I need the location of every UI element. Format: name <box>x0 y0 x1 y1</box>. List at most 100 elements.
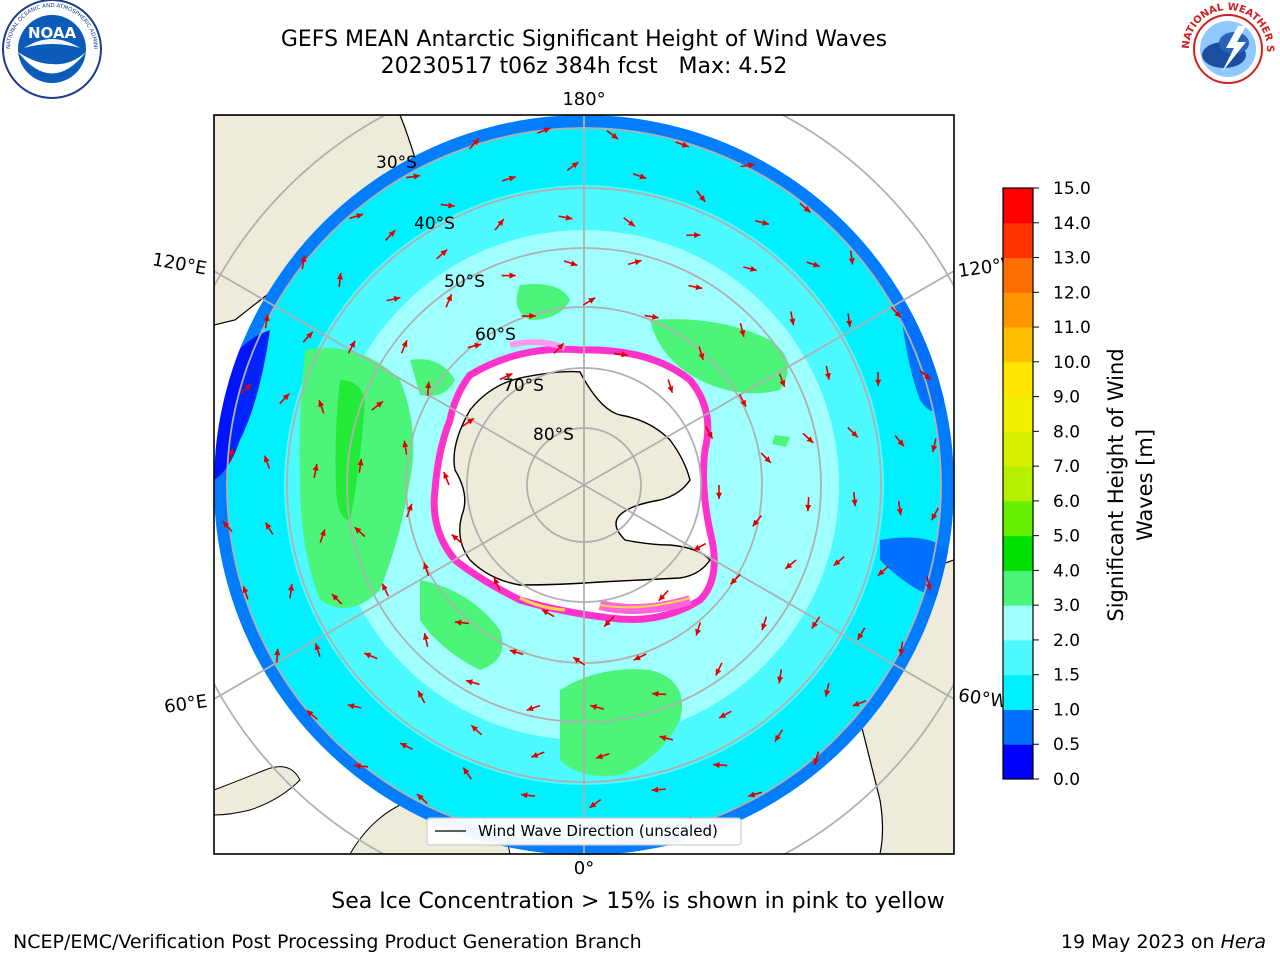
wave-direction-arrowhead <box>417 794 424 801</box>
colorbar-cell <box>1003 292 1033 328</box>
wave-direction-arrowhead <box>446 294 452 302</box>
wave-direction-arrowhead <box>639 173 647 180</box>
wave-direction-arrowhead <box>706 431 713 439</box>
wave-direction-arrowhead <box>521 792 528 799</box>
wave-direction-arrowhead <box>376 401 383 408</box>
colorbar-tick-label: 2.0 <box>1053 631 1080 651</box>
national-weather-service-logo: NATIONAL WEATHER SERVICE <box>1176 0 1276 97</box>
plot-title: GEFS MEAN Antarctic Significant Height o… <box>280 27 888 52</box>
wave-direction-arrowhead <box>875 379 882 386</box>
wave-direction-arrowhead <box>265 522 272 530</box>
wave-direction-arrowhead <box>695 284 703 291</box>
wave-direction-arrowhead <box>877 569 885 576</box>
wave-direction-arrowhead <box>440 249 448 257</box>
colorbar-tick-label: 7.0 <box>1053 457 1080 477</box>
colorbar-cell <box>1003 535 1033 571</box>
colorbar-tick-label: 3.0 <box>1053 596 1080 616</box>
wave-direction-arrowhead <box>747 162 755 169</box>
wave-direction-arrowhead <box>406 503 413 511</box>
wave-direction-arrowhead <box>570 260 578 267</box>
colorbar-tick-label: 0.0 <box>1053 770 1080 790</box>
lon-label-60w: 60°W <box>957 685 1009 713</box>
wave-direction-arrowhead <box>425 381 432 389</box>
wave-direction-arrowhead <box>590 704 598 711</box>
noaa-logo-text: NOAA <box>28 24 77 42</box>
colorbar: 0.0 0.5 1.0 1.5 2.0 3.0 4.0 5.0 6.0 7.0 8.0 9.0 10.0… <box>1002 179 1157 790</box>
lat-label-70s: 70°S <box>503 376 544 396</box>
wave-direction-arrowhead <box>448 202 455 209</box>
noaa-logo: NOAA NATIONAL OCEANIC AND ATMOSPHERIC AD… <box>0 0 102 99</box>
wave-direction-arrowhead <box>505 373 513 379</box>
colorbar-tick-label: 4.0 <box>1053 561 1080 581</box>
wave-direction-arrowhead <box>300 255 307 263</box>
wave-direction-arrowhead <box>857 632 864 640</box>
wave-direction-arrowhead <box>715 668 722 676</box>
colorbar-tick-label: 12.0 <box>1053 283 1091 303</box>
wave-direction-arrowhead <box>752 519 759 527</box>
colorbar-cell <box>1003 466 1033 502</box>
wave-direction-arrowhead <box>851 430 858 438</box>
wave-direction-arrowhead <box>443 472 449 479</box>
footer-date-text: 19 May 2023 on <box>1060 931 1221 953</box>
wave-direction-arrowhead <box>852 700 860 707</box>
lon-label-180: 180° <box>562 89 605 110</box>
wave-direction-arrowhead <box>740 399 746 407</box>
wave-direction-arrowhead <box>813 758 820 766</box>
wave-direction-arrowhead <box>785 562 793 569</box>
wave-direction-arrowhead <box>306 710 314 717</box>
colorbar-cell <box>1003 327 1033 363</box>
footer-system: Hera <box>1220 931 1266 953</box>
wave-direction-arrowhead <box>931 513 938 521</box>
wave-direction-arrowhead <box>356 213 364 219</box>
lat-label-50s: 50°S <box>444 272 485 292</box>
colorbar-cell <box>1003 361 1033 398</box>
colorbar-cell <box>1003 639 1033 676</box>
lon-label-120e: 120°E <box>151 249 209 279</box>
wave-direction-arrowhead <box>336 273 343 280</box>
wave-direction-arrowhead <box>312 464 319 471</box>
wave-direction-arrowhead <box>557 343 564 350</box>
wave-direction-arrowhead <box>695 628 701 636</box>
colorbar-label-line1: Significant Height of Wind <box>1104 348 1128 621</box>
colorbar-tick-label: 6.0 <box>1053 492 1080 512</box>
wave-direction-arrowhead <box>357 458 364 466</box>
wave-direction-arrowhead <box>762 219 769 226</box>
wave-direction-arrowhead <box>423 633 429 640</box>
wave-direction-arrowhead <box>604 619 611 627</box>
wave-direction-arrowhead <box>806 436 814 443</box>
wave-direction-arrowhead <box>589 801 597 808</box>
colorbar-tick-label: 14.0 <box>1053 214 1091 234</box>
wave-direction-arrowhead <box>923 373 931 380</box>
wave-direction-arrowhead <box>364 652 372 659</box>
wave-direction-arrowhead <box>509 649 517 656</box>
colorbar-cell <box>1003 500 1033 537</box>
wave-direction-arrowhead <box>894 310 901 318</box>
wave-direction-arrowhead <box>318 400 325 408</box>
wave-direction-arrowhead <box>748 791 756 798</box>
colorbar-tick-label: 10.0 <box>1053 353 1091 373</box>
wave-direction-arrowhead <box>526 705 534 711</box>
wave-direction-arrowhead <box>541 609 549 616</box>
wave-direction-arrowhead <box>543 127 551 134</box>
colorbar-cell <box>1003 570 1033 606</box>
wave-direction-arrowhead <box>451 534 459 541</box>
lon-label-60e: 60°E <box>163 691 209 718</box>
wave-direction-arrowhead <box>652 690 659 697</box>
colorbar-cell <box>1003 257 1033 293</box>
wave-direction-arrowhead <box>472 138 479 146</box>
wave-direction-arrowhead <box>628 220 635 227</box>
wave-direction-arrowhead <box>667 385 674 393</box>
lat-label-80s: 80°S <box>533 425 574 445</box>
wave-direction-arrows <box>222 127 940 845</box>
lat-label-40s: 40°S <box>414 214 455 234</box>
wave-direction-arrowhead <box>571 162 579 169</box>
wave-direction-arrowhead <box>658 594 666 601</box>
wave-direction-arrowhead <box>393 296 401 302</box>
plot-subtitle: 20230517 t06z 384h fcst Max: 4.52 <box>380 54 788 79</box>
colorbar-label-line2: Waves [m] <box>1133 429 1157 541</box>
wave-direction-arrowhead <box>228 448 235 456</box>
wave-direction-arrowhead <box>306 331 313 339</box>
wave-direction-arrowhead <box>811 621 818 629</box>
